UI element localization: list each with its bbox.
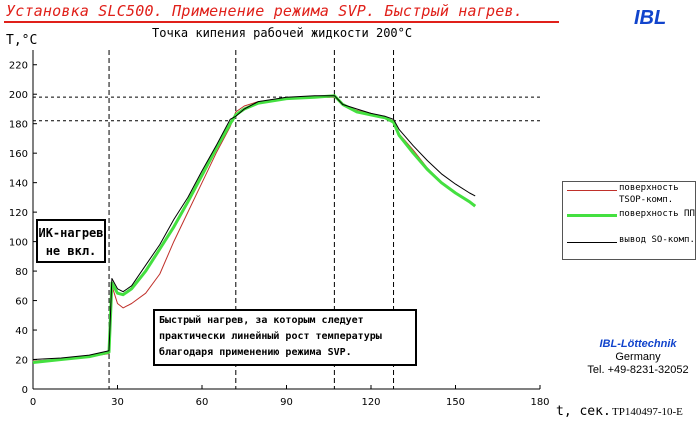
x-tick-label: 120 [361,397,380,408]
note-line1: Быстрый нагрев, за которым следует [159,315,364,326]
company-info: IBL-Löttechnik Germany Tel. +49-8231-320… [578,338,698,377]
note-line3: благодаря применению режима SVP. [159,347,352,358]
y-tick-label: 100 [9,238,28,249]
y-axis-label: T,°C [6,33,38,48]
ir-heating-off-annotation: ИК-нагрев не вкл. [36,219,106,263]
y-tick-label: 140 [9,179,28,190]
company-name: IBL-Löttechnik [599,338,677,350]
y-tick-label: 200 [9,90,28,101]
y-tick-label: 120 [9,208,28,219]
legend-item-pp: поверхность ПП [565,208,695,234]
chart-legend: поверхность TSOP-комп. поверхность ПП вы… [562,181,696,260]
legend-label-tsop: поверхность TSOP-комп. [619,183,679,205]
y-tick-label: 160 [9,149,28,160]
x-tick-label: 180 [530,397,549,408]
note-line2: практически линейный рост температуры [159,331,382,342]
legend-swatch-black [567,242,617,243]
legend-item-so: вывод SO-комп. [565,234,695,260]
x-tick-label: 60 [196,397,209,408]
x-tick-label: 30 [111,397,124,408]
document-id: TP140497-10-E [612,406,683,418]
y-tick-label: 80 [15,267,28,278]
y-tick-label: 20 [15,356,28,367]
x-tick-label: 150 [446,397,465,408]
x-tick-label: 0 [30,397,36,408]
legend-label-so: вывод SO-комп. [619,235,695,245]
ir-annotation-line2: не вкл. [45,244,97,258]
chart-subtitle: Точка кипения рабочей жидкости 200°C [152,26,413,40]
legend-swatch-green [567,214,617,217]
legend-label-pp: поверхность ПП [619,209,695,219]
x-axis-label: t, сек. [556,404,611,419]
brand-logo: IBL [634,7,667,29]
y-tick-label: 40 [15,326,28,337]
x-tick-label: 90 [280,397,293,408]
y-tick-label: 0 [22,385,28,396]
ir-annotation-line1: ИК-нагрев [38,226,104,240]
fast-heating-note: Быстрый нагрев, за которым следует практ… [153,309,417,366]
series-line-2 [32,95,476,360]
company-country: Germany [615,351,661,363]
title-underline [4,21,559,23]
legend-swatch-red [567,190,617,191]
chart-title: Установка SLC500. Применение режима SVP.… [6,2,523,20]
y-tick-label: 220 [9,61,28,72]
series-line-0 [32,96,476,362]
y-tick-label: 60 [15,297,28,308]
company-phone: Tel. +49-8231-32052 [587,364,689,376]
legend-item-tsop: поверхность TSOP-комп. [565,182,695,208]
y-tick-label: 180 [9,120,28,131]
